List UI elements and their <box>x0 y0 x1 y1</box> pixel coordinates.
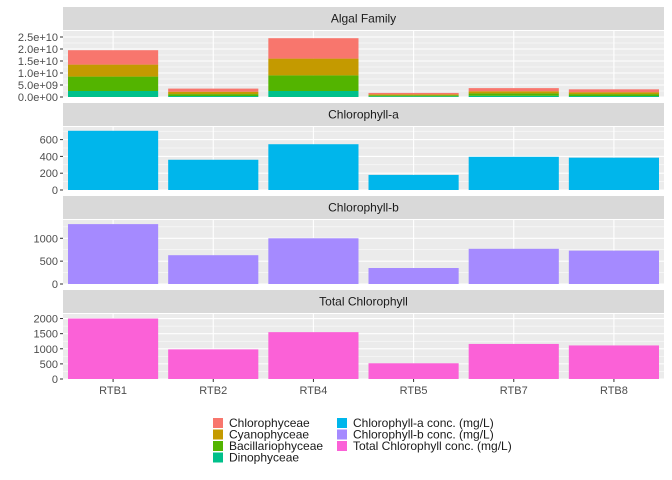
bar-rtb4-dinophyceae <box>268 91 359 97</box>
x-tick-label: RTB5 <box>400 385 428 397</box>
bar-rtb1-cyanophyceae <box>68 64 159 77</box>
y-tick-label: 500 <box>40 359 58 371</box>
panel-background <box>63 220 664 284</box>
x-tick-label: RTB7 <box>500 385 528 397</box>
legend-label: Dinophyceae <box>229 451 299 465</box>
panel-background <box>63 314 664 379</box>
bar-rtb2-chlorophyll-b-conc-mg-l <box>168 255 259 284</box>
bar-rtb4-chlorophyceae <box>268 38 359 59</box>
bar-rtb7-chlorophyceae <box>468 88 559 92</box>
legend-key <box>213 452 223 463</box>
bar-rtb8-chlorophyceae <box>568 89 659 93</box>
bar-rtb8-cyanophyceae <box>568 92 659 95</box>
panel-background <box>63 127 664 190</box>
y-tick-label: 0 <box>52 374 58 386</box>
legend-key <box>337 429 347 440</box>
facet-strip <box>63 7 664 30</box>
facet-title: Total Chlorophyll <box>319 295 408 309</box>
x-tick-label: RTB4 <box>299 385 327 397</box>
y-tick-label: 2.0e+10 <box>18 44 58 56</box>
y-tick-label: 1.5e+10 <box>18 56 58 68</box>
legend-key <box>213 441 223 451</box>
bar-rtb8-dinophyceae <box>568 96 659 97</box>
x-tick-label: RTB1 <box>99 385 127 397</box>
bar-rtb7-chlorophyll-a-conc-mg-l <box>468 156 559 190</box>
bar-rtb7-chlorophyll-b-conc-mg-l <box>468 248 559 284</box>
bar-rtb5-dinophyceae <box>368 96 459 97</box>
y-tick-label: 5.0e+09 <box>18 80 58 92</box>
legend-label: Total Chlorophyll conc. (mg/L) <box>353 439 512 453</box>
bar-rtb8-chlorophyll-b-conc-mg-l <box>568 250 659 284</box>
y-tick-label: 2000 <box>34 314 58 326</box>
bar-rtb2-chlorophyll-a-conc-mg-l <box>168 159 259 190</box>
facet-title: Chlorophyll-b <box>328 201 399 215</box>
legend-key <box>337 418 347 428</box>
bar-rtb4-total-chlorophyll-conc-mg-l <box>268 332 359 379</box>
y-tick-label: 2.5e+10 <box>18 32 58 44</box>
y-tick-label: 1000 <box>34 344 58 356</box>
legend-label: Chlorophyll-a conc. (mg/L) <box>353 416 494 430</box>
legend-label: Bacillariophyceae <box>229 439 323 453</box>
bar-rtb8-total-chlorophyll-conc-mg-l <box>568 345 659 379</box>
bar-rtb2-total-chlorophyll-conc-mg-l <box>168 349 259 379</box>
bar-rtb1-total-chlorophyll-conc-mg-l <box>68 318 159 379</box>
y-tick-label: 1.0e+10 <box>18 68 58 80</box>
bar-rtb7-cyanophyceae <box>468 91 559 94</box>
legend-key <box>213 418 223 428</box>
legend-label: Cyanophyceae <box>229 428 309 442</box>
y-tick-label: 600 <box>40 135 58 147</box>
bar-rtb2-dinophyceae <box>168 96 259 97</box>
bar-rtb5-chlorophyll-b-conc-mg-l <box>368 268 459 284</box>
bar-rtb8-bacillariophyceae <box>568 94 659 97</box>
bar-rtb5-bacillariophyceae <box>368 95 459 97</box>
bar-rtb1-dinophyceae <box>68 91 159 97</box>
legend-key <box>213 429 223 440</box>
legend-key <box>337 441 347 451</box>
y-tick-label: 400 <box>40 151 58 163</box>
facet-strip <box>63 290 664 313</box>
bar-rtb2-cyanophyceae <box>168 91 259 95</box>
y-tick-label: 500 <box>40 256 58 268</box>
bar-rtb1-chlorophyll-a-conc-mg-l <box>68 130 159 190</box>
bar-rtb5-chlorophyceae <box>368 92 459 95</box>
facet-title: Chlorophyll-a <box>328 108 399 122</box>
bar-rtb4-chlorophyll-a-conc-mg-l <box>268 144 359 190</box>
y-tick-label: 200 <box>40 168 58 180</box>
bar-rtb7-total-chlorophyll-conc-mg-l <box>468 343 559 379</box>
bar-rtb5-cyanophyceae <box>368 94 459 96</box>
bar-rtb5-total-chlorophyll-conc-mg-l <box>368 363 459 379</box>
legend-label: Chlorophyceae <box>229 416 310 430</box>
bar-rtb4-cyanophyceae <box>268 58 359 76</box>
y-tick-label: 0 <box>52 185 58 197</box>
y-tick-label: 0 <box>52 279 58 291</box>
x-tick-label: RTB2 <box>199 385 227 397</box>
bar-rtb4-chlorophyll-b-conc-mg-l <box>268 238 359 284</box>
bar-rtb7-dinophyceae <box>468 95 559 97</box>
bar-rtb1-chlorophyll-b-conc-mg-l <box>68 224 159 284</box>
legend-label: Chlorophyll-b conc. (mg/L) <box>353 428 494 442</box>
facet-title: Algal Family <box>331 12 396 26</box>
facet-strip <box>63 196 664 219</box>
bar-rtb4-bacillariophyceae <box>268 75 359 91</box>
bar-rtb1-chlorophyceae <box>68 50 159 65</box>
y-tick-label: 1000 <box>34 233 58 245</box>
facet-strip <box>63 103 664 126</box>
bar-rtb8-chlorophyll-a-conc-mg-l <box>568 157 659 190</box>
bar-rtb5-chlorophyll-a-conc-mg-l <box>368 174 459 190</box>
y-tick-label: 1500 <box>34 329 58 341</box>
bar-rtb2-bacillariophyceae <box>168 94 259 97</box>
bar-rtb7-bacillariophyceae <box>468 93 559 96</box>
y-tick-label: 0.0e+00 <box>18 92 58 104</box>
panel-background <box>63 31 664 97</box>
x-tick-label: RTB8 <box>600 385 628 397</box>
bar-rtb1-bacillariophyceae <box>68 76 159 91</box>
bar-rtb2-chlorophyceae <box>168 88 259 92</box>
